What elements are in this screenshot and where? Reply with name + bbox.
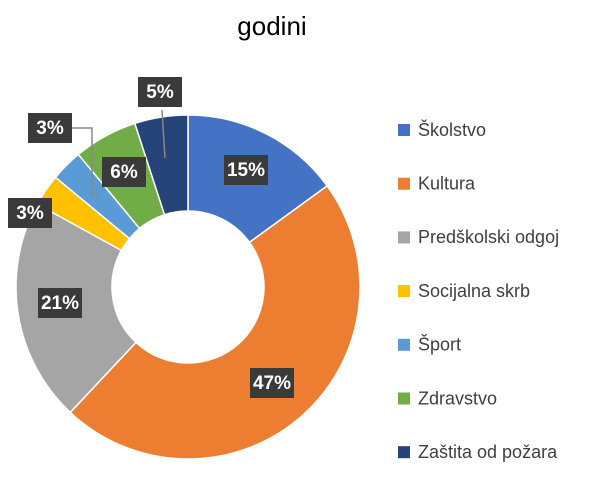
legend-label: Zdravstvo bbox=[418, 388, 497, 408]
data-label-box bbox=[250, 368, 294, 398]
data-label-box bbox=[8, 198, 52, 228]
legend-label: Kultura bbox=[418, 173, 476, 193]
legend-swatch bbox=[398, 392, 410, 405]
legend-label: Predškolski odgoj bbox=[418, 227, 559, 247]
data-label: 6% bbox=[110, 162, 138, 183]
chart-title: godini bbox=[237, 11, 306, 41]
legend-swatch bbox=[398, 338, 410, 351]
data-label: 3% bbox=[36, 118, 64, 139]
legend-swatch bbox=[398, 124, 410, 136]
legend-swatch bbox=[398, 177, 410, 190]
data-label: 3% bbox=[16, 203, 44, 224]
legend-label: Šport bbox=[418, 334, 461, 355]
leader-line bbox=[71, 127, 100, 196]
legend-label: Zaštita od požara bbox=[418, 442, 558, 462]
legend-label: Školstvo bbox=[418, 119, 486, 140]
data-label-box bbox=[224, 155, 268, 185]
data-label-box bbox=[102, 157, 146, 187]
legend-swatch bbox=[398, 285, 410, 298]
data-label: 15% bbox=[227, 160, 265, 181]
data-label-box bbox=[38, 288, 82, 318]
data-label: 47% bbox=[253, 373, 291, 394]
donut-slice bbox=[133, 114, 189, 216]
data-label-box bbox=[28, 113, 72, 143]
data-label-box bbox=[138, 77, 182, 107]
data-label: 21% bbox=[41, 293, 79, 314]
data-label: 5% bbox=[146, 82, 174, 103]
legend-swatch bbox=[398, 446, 410, 459]
legend-label: Socijalna skrb bbox=[418, 281, 530, 301]
legend-swatch bbox=[398, 231, 410, 244]
leader-line bbox=[161, 109, 166, 159]
